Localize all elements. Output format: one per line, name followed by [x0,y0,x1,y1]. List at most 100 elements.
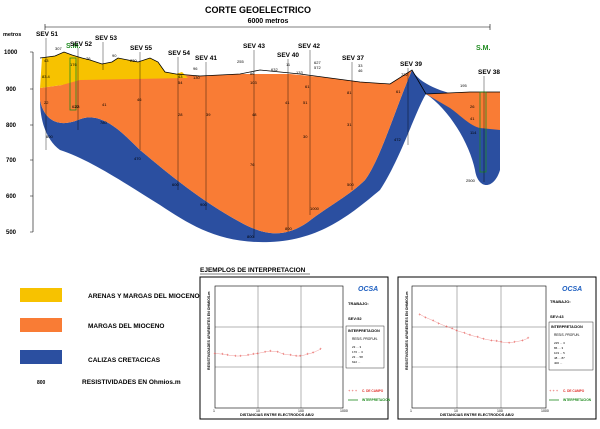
x-tick: 1000 [541,409,549,413]
field-point: + [477,335,480,340]
y-tick-800: 800 [6,123,17,129]
resistivity-values: 307 43 83.4 22 800 176 23 622 76 90 41 7… [42,46,477,239]
figure-title: CORTE GEOELECTRICO [205,5,311,15]
res-value: 600 [172,182,179,187]
res-value: 41 [285,100,290,105]
res-value: 1000 [310,206,320,211]
sev-label: SEV 41 [195,55,217,62]
res-value: 572 [314,65,321,70]
company-logo [550,284,592,293]
trabajo-label: TRABAJO: [550,299,571,304]
field-point: + [295,354,298,359]
res-value: 133 [296,70,303,75]
field-curve-line [419,314,529,344]
field-point: + [463,331,466,336]
res-value: 255 [237,59,244,64]
interp-row: 225 ... 3 [554,341,565,345]
res-value: 46 [358,68,363,73]
res-value: 622 [72,104,79,109]
sev-label: SEV 43 [243,43,265,50]
plot-grid [215,286,343,408]
campo-marker-icon: + + + [348,388,358,393]
field-point: + [319,347,322,352]
res-value: 472 [394,137,401,142]
logo-text: OCSA [562,286,582,293]
sev-label: SEV 38 [478,69,500,76]
legend-swatch-margas [20,318,62,332]
layer-arenas-mioceno [40,52,188,88]
sev-label: SEV 40 [277,52,299,59]
res-value: 76 [250,162,255,167]
res-value: 722 [401,72,408,77]
res-value: 900 [200,202,207,207]
res-value: 22 [44,100,49,105]
field-point: + [513,340,516,345]
interp-row: 400 ... [554,361,563,365]
legend: ARENAS Y MARGAS DEL MIOCENO MARGAS DEL M… [20,288,200,386]
res-value: 30 [303,134,308,139]
x-axis-label: DISTANCIAS ENTRE ELECTRODOS AB/2 [240,413,314,417]
res-value: 43 [178,74,183,79]
plot-area [214,285,344,409]
res-value: 54 [178,80,183,85]
interp-row: 103 ... 5 [554,351,565,355]
sev-id: SEV:52 [348,316,362,321]
field-point: + [282,352,285,357]
surface-profile [39,51,500,95]
y-tick-700: 700 [6,158,17,164]
trabajo-label: TRABAJO: [348,301,369,306]
interp-header: RESIS. PROFUN. [352,337,378,341]
campo-marker-icon: + + + [549,388,559,393]
res-value: 90 [112,53,117,58]
field-point: + [306,352,309,357]
sev-lines [45,38,485,238]
sev-id: SEV:43 [550,314,564,319]
x-tick: 1000 [340,409,348,413]
res-value: 51 [303,100,308,105]
field-point: + [451,326,454,331]
res-value: 28 [178,112,183,117]
res-value: 41 [102,102,107,107]
x-tick: 100 [298,409,304,413]
sev-label: SEV 54 [168,50,190,57]
field-point: + [247,353,250,358]
field-curve: ++++++++++++++++++ [418,312,529,345]
res-value: 46 [137,97,142,102]
legend-resistivity-example: 800 [37,380,46,386]
res-value: 83.4 [42,74,51,79]
y-tick-500: 500 [6,230,17,236]
field-point: + [234,354,237,359]
legend-interp: INTERPRETACION [362,398,391,402]
legend-swatch-calizas [20,350,62,364]
field-point: + [508,340,511,345]
legend-campo: C. DE CAMPO [563,389,585,393]
field-point: + [269,349,272,354]
plot-area [411,285,547,409]
y-axis-unit: metros [3,32,21,38]
res-value: 627 [314,60,321,65]
res-value: 33 [358,63,363,68]
interp-title: INTERPRETACION [348,329,380,333]
field-point: + [437,321,440,326]
field-curve-line [214,348,321,357]
res-value: 61 [305,84,310,89]
sev-label: SEV 51 [36,31,58,38]
res-value: 195 [460,83,467,88]
res-value: 470 [134,156,141,161]
sm-label-right: S.M. [476,45,490,52]
layer-calizas-cretacicas [40,70,500,243]
field-point: + [527,336,530,341]
legend-resistivity-label: RESISTIVIDADES EN Ohmios.m [82,379,181,386]
field-point: + [455,328,458,333]
examples-title: EJEMPLOS DE INTERPRETACION [200,267,306,274]
res-value: 26 [470,104,475,109]
field-point: + [445,324,448,329]
x-tick: 10 [454,409,458,413]
field-point: + [432,318,435,323]
plot-grid [412,286,546,408]
interp-row: 176 ... 3 [352,350,363,354]
legend-label-calizas: CALIZAS CRETACICAS [88,357,161,364]
field-point: + [239,354,242,359]
x-tick: 1 [410,409,412,413]
